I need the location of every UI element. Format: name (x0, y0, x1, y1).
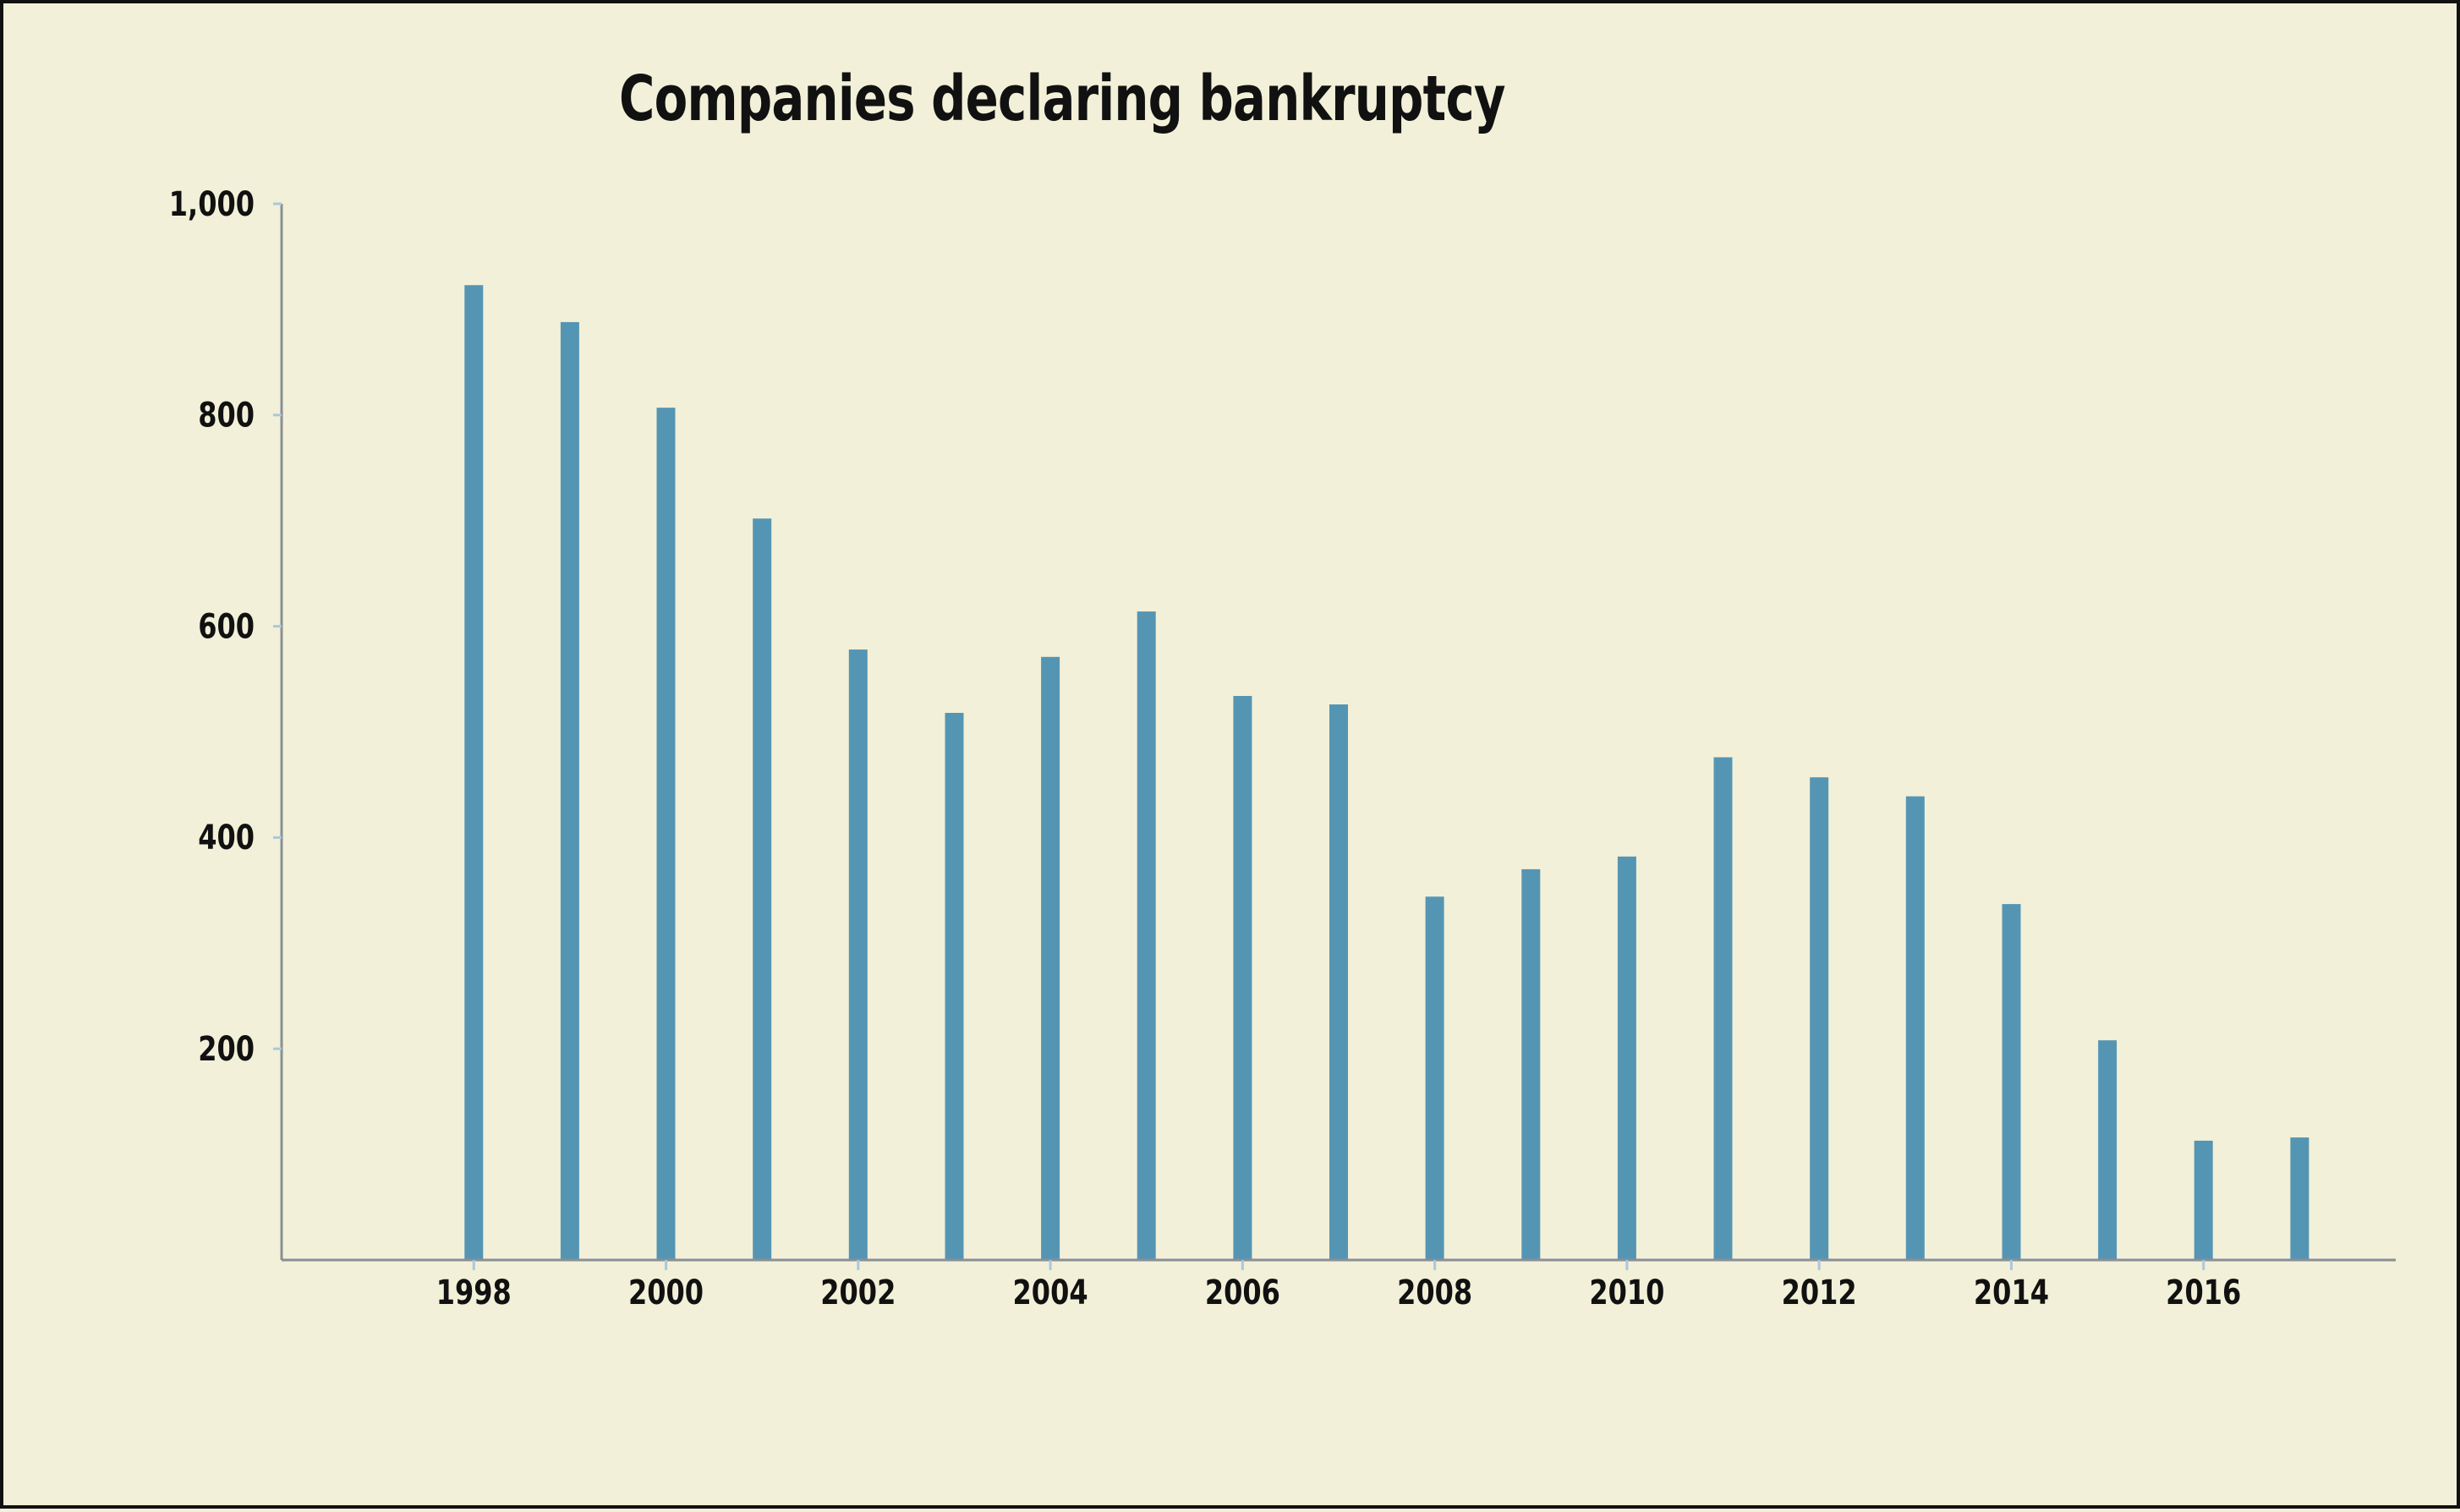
y-tick-label: 400 (198, 818, 255, 857)
bar-2015 (2098, 1040, 2118, 1260)
bar-2000 (656, 408, 676, 1261)
bar-2010 (1617, 856, 1636, 1260)
x-tick-label: 2002 (820, 1272, 896, 1312)
x-tick-label: 2012 (1782, 1272, 1857, 1312)
bar-2003 (945, 713, 964, 1260)
bar-2016 (2194, 1140, 2213, 1260)
y-tick-label: 800 (198, 395, 255, 435)
x-tick-label: 2006 (1205, 1272, 1280, 1312)
y-tick-label: 200 (198, 1028, 255, 1068)
x-tick-label: 2004 (1013, 1272, 1088, 1312)
tick-labels: 200 400 600 800 1,000 1998 2000 2002 2004 2006 200… (169, 184, 2241, 1312)
chart-title: Companies declaring bankruptcy (619, 63, 1506, 135)
x-tick-label: 2016 (2166, 1272, 2241, 1312)
y-tick-label: 1,000 (169, 184, 255, 223)
bar-2012 (1810, 777, 1829, 1260)
bar-2013 (1905, 796, 1925, 1260)
axes (273, 202, 2396, 1270)
bar-2004 (1041, 656, 1060, 1260)
x-tick-label: 2000 (628, 1272, 704, 1312)
x-tick-label: 2008 (1397, 1272, 1472, 1312)
x-tick-label: 2014 (1974, 1272, 2049, 1312)
bar-2002 (848, 649, 868, 1260)
bar-1998 (464, 285, 484, 1261)
bar-2014 (2002, 904, 2021, 1260)
bar-2007 (1329, 704, 1348, 1260)
bar-chart: 200 400 600 800 1,000 1998 2000 2002 2004 2006 200… (169, 184, 2396, 1312)
bars (464, 285, 2309, 1261)
bar-2006 (1233, 696, 1252, 1260)
bar-2009 (1521, 868, 1541, 1260)
bar-2011 (1713, 757, 1733, 1260)
x-tick-label: 1998 (436, 1272, 512, 1312)
bar-2017 (2290, 1137, 2309, 1260)
y-tick-label: 600 (198, 606, 255, 646)
bar-2001 (753, 518, 772, 1260)
bar-2008 (1425, 896, 1444, 1260)
bar-2005 (1137, 611, 1156, 1260)
x-tick-label: 2010 (1589, 1272, 1664, 1312)
bar-1999 (560, 321, 579, 1260)
